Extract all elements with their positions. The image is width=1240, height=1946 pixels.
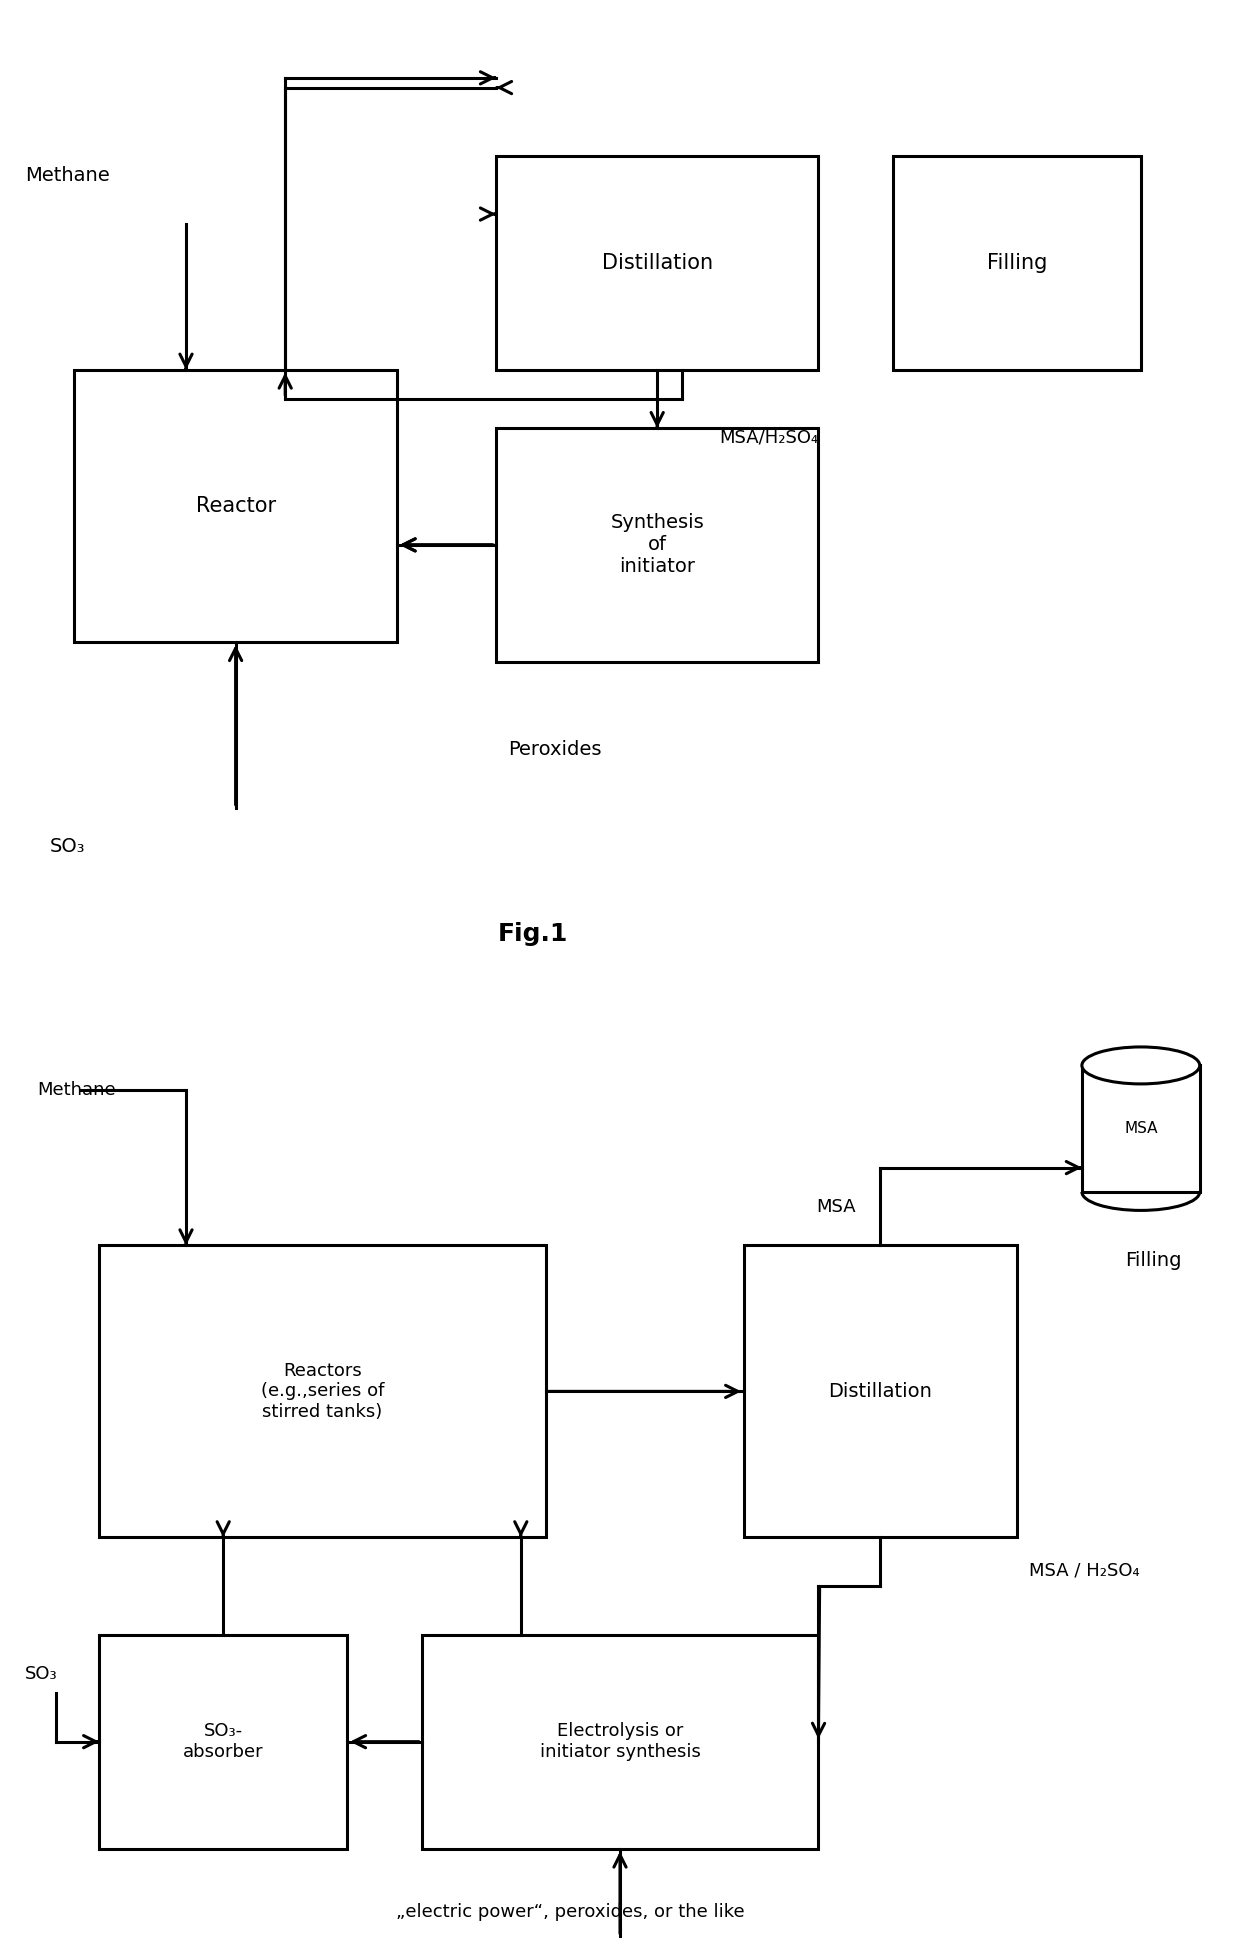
Text: Filling: Filling — [987, 253, 1047, 272]
Bar — [496, 428, 818, 662]
Text: Synthesis
of
initiator: Synthesis of initiator — [610, 514, 704, 576]
Bar — [744, 1245, 1017, 1537]
Bar — [1081, 1066, 1200, 1191]
Bar — [99, 1635, 347, 1849]
Text: Filling: Filling — [1125, 1251, 1182, 1269]
Text: SO₃: SO₃ — [25, 1664, 57, 1683]
Text: Reactors
(e.g.,series of
stirred tanks): Reactors (e.g.,series of stirred tanks) — [260, 1362, 384, 1421]
Text: Methane: Methane — [25, 165, 109, 185]
Text: Methane: Methane — [37, 1080, 115, 1099]
Text: MSA/H₂SO₄: MSA/H₂SO₄ — [719, 428, 818, 446]
Text: SO₃: SO₃ — [50, 837, 86, 856]
Text: Distillation: Distillation — [601, 253, 713, 272]
Text: MSA: MSA — [1123, 1121, 1158, 1136]
Text: SO₃-
absorber: SO₃- absorber — [182, 1722, 264, 1761]
Bar — [99, 1245, 546, 1537]
Text: MSA / H₂SO₄: MSA / H₂SO₄ — [1029, 1561, 1140, 1580]
Text: „electric power“, peroxides, or the like: „electric power“, peroxides, or the like — [396, 1903, 745, 1921]
Text: Fig.1: Fig.1 — [498, 922, 568, 946]
Bar — [422, 1635, 818, 1849]
Ellipse shape — [1081, 1047, 1200, 1084]
Text: Distillation: Distillation — [828, 1382, 932, 1401]
Text: Peroxides: Peroxides — [508, 739, 601, 759]
Bar — [74, 370, 397, 642]
Bar — [893, 156, 1141, 370]
Text: Electrolysis or
initiator synthesis: Electrolysis or initiator synthesis — [539, 1722, 701, 1761]
Text: MSA: MSA — [816, 1197, 856, 1216]
Text: Reactor: Reactor — [196, 496, 275, 516]
Bar — [496, 156, 818, 370]
